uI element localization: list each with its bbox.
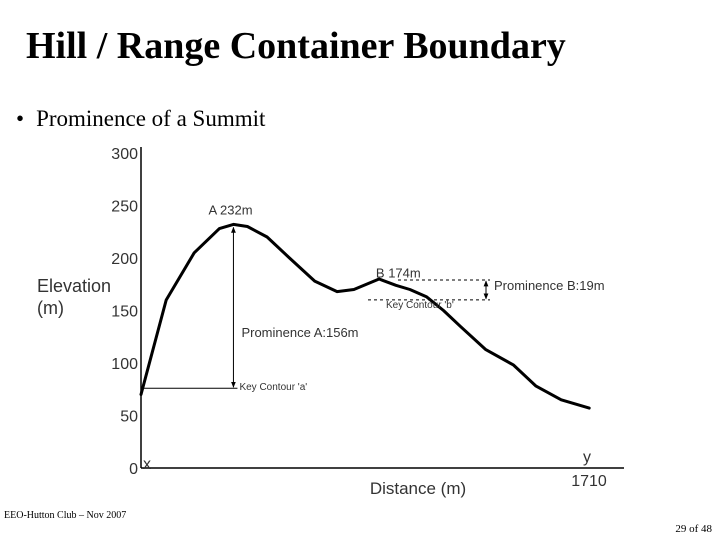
page-number: 29 of 48 [675,523,712,535]
bullet-text: Prominence of a Summit [36,106,266,131]
slide-title: Hill / Range Container Boundary [26,25,566,67]
prominence-b-label: Prominence B:19m [494,278,605,293]
x-axis-label: Distance (m) [370,479,466,498]
y-tick-label: 0 [129,461,138,478]
x-start-label: x [143,456,151,473]
elevation-profile-line [139,222,591,410]
y-axis-label-line1: Elevation [37,276,111,296]
bullet-point: • Prominence of a Summit [16,106,265,132]
y-tick-label: 300 [111,146,138,163]
y-axis-label-line2: (m) [37,298,64,318]
y-tick-label: 200 [111,251,138,268]
prominence-a-label: Prominence A:156m [241,325,358,340]
peak-b-label: B 174m [376,265,421,280]
peak-a-label: A 232m [208,202,252,217]
y-tick-label: 100 [111,356,138,373]
key-contour-b-label: Key Contour 'b' [386,300,454,311]
y-tick-label: 50 [120,409,138,426]
y-tick-label: 250 [111,199,138,216]
x-end-label-bottom: 1710 [571,473,607,490]
key-contour-a-label: Key Contour 'a' [239,382,307,393]
y-tick-label: 150 [111,304,138,321]
footer-club-date: EEO-Hutton Club – Nov 2007 [4,510,127,521]
bullet-marker: • [16,106,25,131]
x-end-label-top: y [583,449,591,466]
